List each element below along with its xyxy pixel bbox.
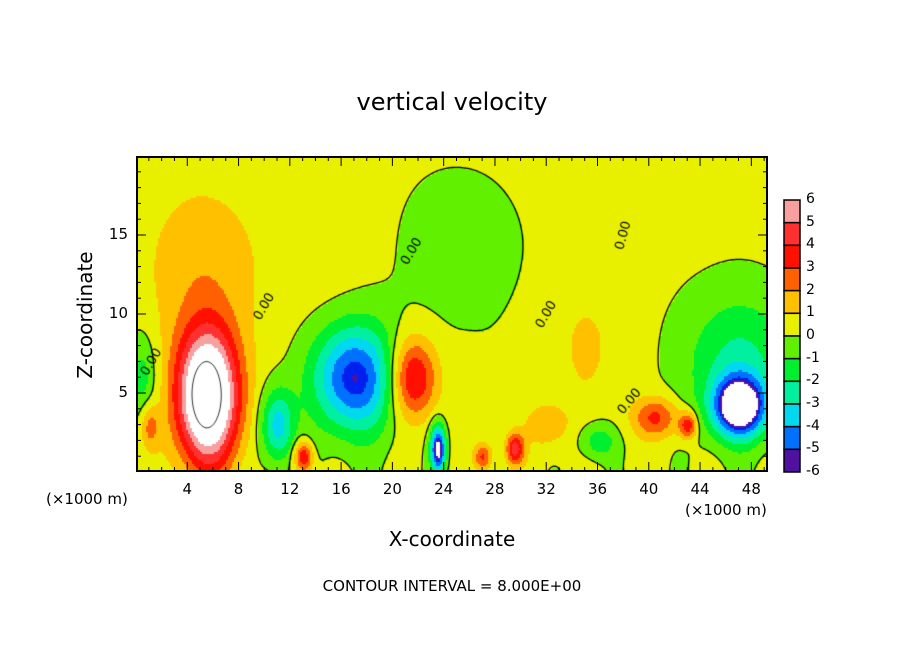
x-tick-label: 24	[434, 480, 454, 498]
colorbar-swatch	[783, 403, 801, 428]
colorbar-label: 5	[806, 213, 815, 230]
colorbar-label: 4	[806, 236, 815, 253]
x-axis-label: X-coordinate	[388, 527, 516, 551]
x-tick-label: 40	[639, 480, 659, 498]
x-tick-label: 32	[536, 480, 556, 498]
colorbar-swatch	[783, 425, 801, 451]
velocity-field	[136, 156, 768, 472]
colorbar-label: 2	[806, 281, 815, 298]
contour-interval-note: CONTOUR INTERVAL = 8.000E+00	[322, 577, 582, 595]
colorbar-label: -3	[806, 395, 820, 411]
x-tick-label: 20	[382, 480, 402, 498]
plot-frame	[136, 156, 768, 472]
colorbar-swatch	[783, 244, 801, 269]
colorbar-label: 6	[806, 191, 815, 207]
x-unit-label: (×1000 m)	[46, 490, 128, 508]
y-tick-label: 15	[108, 225, 128, 243]
colorbar-label: -2	[806, 372, 820, 389]
colorbar-swatch	[783, 312, 801, 337]
x-tick-label: 4	[182, 480, 193, 498]
x-tick-label: 28	[485, 480, 505, 498]
colorbar-swatch	[783, 357, 801, 383]
colorbar-swatch	[783, 380, 801, 405]
colorbar-label: -5	[806, 440, 820, 457]
colorbar-label: 0	[806, 327, 815, 343]
x-tick-label: 16	[331, 480, 351, 498]
x-tick-label: 12	[280, 480, 300, 498]
x-unit-label-right: (×1000 m)	[685, 501, 767, 519]
colorbar-swatch	[783, 267, 801, 292]
x-tick-label: 44	[690, 480, 710, 498]
x-tick-label: 36	[587, 480, 608, 498]
x-tick-label: 8	[233, 480, 244, 498]
colorbar-label: 3	[806, 259, 815, 275]
colorbar-swatch	[783, 448, 801, 473]
x-tick-label: 48	[741, 480, 761, 498]
colorbar-swatch	[783, 221, 801, 247]
y-tick-label: 10	[108, 304, 128, 322]
colorbar-label: -4	[806, 417, 820, 434]
colorbar-swatch	[783, 335, 801, 360]
y-tick-label: 5	[118, 383, 128, 401]
plot-area	[136, 156, 768, 472]
chart-title: vertical velocity	[356, 88, 548, 116]
colorbar-label: -6	[806, 463, 820, 479]
colorbar-label: 1	[806, 304, 815, 321]
colorbar-swatch	[783, 199, 801, 224]
colorbar-swatch	[783, 289, 801, 315]
colorbar-label: -1	[806, 349, 820, 366]
plot-border	[136, 156, 768, 472]
colorbar	[783, 199, 801, 473]
